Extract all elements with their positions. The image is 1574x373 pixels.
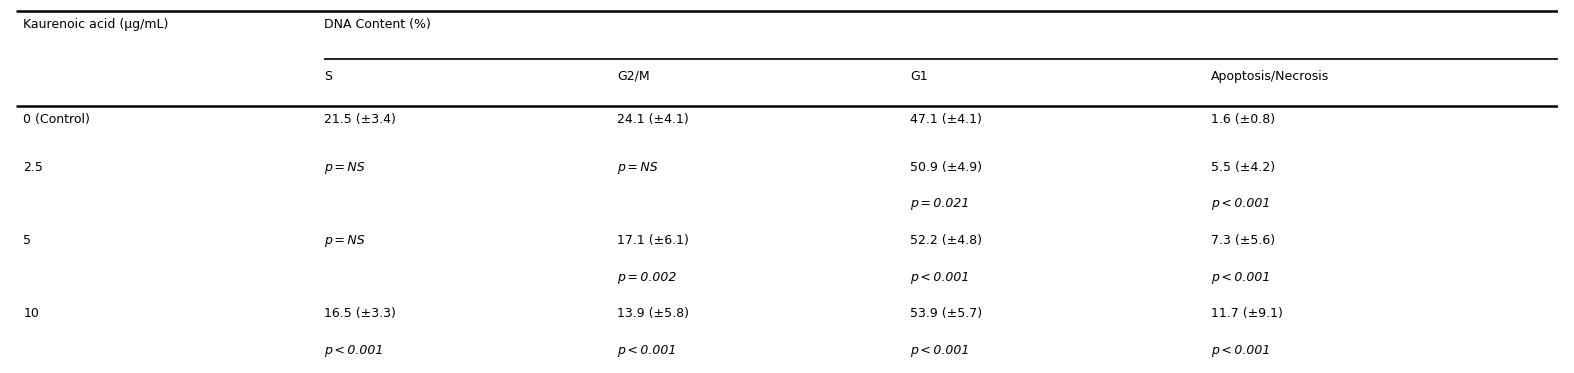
Text: Apoptosis/Necrosis: Apoptosis/Necrosis: [1212, 69, 1330, 82]
Text: 50.9 (±4.9): 50.9 (±4.9): [910, 161, 982, 174]
Text: 47.1 (±4.1): 47.1 (±4.1): [910, 113, 982, 126]
Text: G2/M: G2/M: [617, 69, 650, 82]
Text: 16.5 (±3.3): 16.5 (±3.3): [324, 307, 397, 320]
Text: p = NS: p = NS: [324, 161, 365, 174]
Text: 11.7 (±9.1): 11.7 (±9.1): [1212, 307, 1283, 320]
Text: 1.6 (±0.8): 1.6 (±0.8): [1212, 113, 1275, 126]
Text: 5: 5: [24, 234, 31, 247]
Text: p = 0.021: p = 0.021: [910, 197, 970, 210]
Text: DNA Content (%): DNA Content (%): [324, 18, 431, 31]
Text: 10: 10: [24, 307, 39, 320]
Text: 52.2 (±4.8): 52.2 (±4.8): [910, 234, 982, 247]
Text: 0 (Control): 0 (Control): [24, 113, 90, 126]
Text: G1: G1: [910, 69, 929, 82]
Text: p < 0.001: p < 0.001: [910, 270, 970, 283]
Text: 2.5: 2.5: [24, 161, 44, 174]
Text: 5.5 (±4.2): 5.5 (±4.2): [1212, 161, 1275, 174]
Text: p < 0.001: p < 0.001: [1212, 197, 1270, 210]
Text: S: S: [324, 69, 332, 82]
Text: p < 0.001: p < 0.001: [1212, 270, 1270, 283]
Text: p < 0.001: p < 0.001: [617, 344, 677, 357]
Text: 21.5 (±3.4): 21.5 (±3.4): [324, 113, 397, 126]
Text: 53.9 (±5.7): 53.9 (±5.7): [910, 307, 982, 320]
Text: 24.1 (±4.1): 24.1 (±4.1): [617, 113, 689, 126]
Text: p < 0.001: p < 0.001: [910, 344, 970, 357]
Text: p < 0.001: p < 0.001: [1212, 344, 1270, 357]
Text: p = 0.002: p = 0.002: [617, 270, 677, 283]
Text: p < 0.001: p < 0.001: [324, 344, 384, 357]
Text: 13.9 (±5.8): 13.9 (±5.8): [617, 307, 689, 320]
Text: 17.1 (±6.1): 17.1 (±6.1): [617, 234, 689, 247]
Text: p = NS: p = NS: [324, 234, 365, 247]
Text: 7.3 (±5.6): 7.3 (±5.6): [1212, 234, 1275, 247]
Text: Kaurenoic acid (μg/mL): Kaurenoic acid (μg/mL): [24, 18, 168, 31]
Text: p = NS: p = NS: [617, 161, 658, 174]
